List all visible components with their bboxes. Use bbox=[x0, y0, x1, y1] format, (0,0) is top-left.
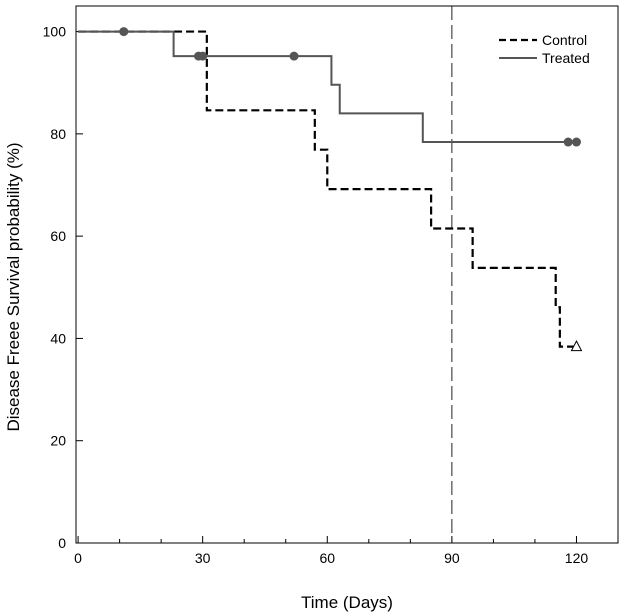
legend: Control Treated bbox=[499, 32, 590, 66]
censor-marker-treated-0 bbox=[119, 27, 129, 37]
x-tick-label-30: 30 bbox=[195, 550, 211, 566]
censor-marker-treated-3 bbox=[289, 51, 299, 61]
censor-marker-treated-4 bbox=[563, 137, 573, 147]
y-tick-label-20: 20 bbox=[50, 433, 66, 449]
censor-marker-treated-2 bbox=[198, 51, 208, 61]
legend-label-control: Control bbox=[542, 32, 587, 48]
x-tick-label-90: 90 bbox=[444, 550, 460, 566]
x-tick-label-0: 0 bbox=[74, 550, 82, 566]
open-triangle-marker-control-0 bbox=[570, 340, 583, 352]
plot-area bbox=[75, 5, 619, 544]
series-line-treated bbox=[78, 30, 577, 144]
y-axis: 0 20 40 60 80 100 bbox=[43, 24, 83, 551]
censor-marker-treated-5 bbox=[571, 137, 581, 147]
y-axis-label: Disease Freee Survival probability (%) bbox=[4, 142, 23, 431]
y-tick-label-40: 40 bbox=[50, 330, 66, 346]
series-group bbox=[78, 30, 577, 348]
plot-frame bbox=[75, 5, 619, 544]
y-tick-label-100: 100 bbox=[43, 24, 67, 40]
markers-group bbox=[119, 27, 583, 352]
x-tick-label-120: 120 bbox=[565, 550, 589, 566]
y-tick-label-80: 80 bbox=[50, 126, 66, 142]
x-axis: 0 30 60 90 120 bbox=[74, 536, 588, 566]
y-tick-label-60: 60 bbox=[50, 228, 66, 244]
x-axis-label: Time (Days) bbox=[301, 593, 393, 612]
x-tick-label-60: 60 bbox=[319, 550, 335, 566]
legend-label-treated: Treated bbox=[542, 50, 590, 66]
y-tick-label-0: 0 bbox=[58, 535, 66, 551]
series-line-control bbox=[78, 30, 577, 348]
